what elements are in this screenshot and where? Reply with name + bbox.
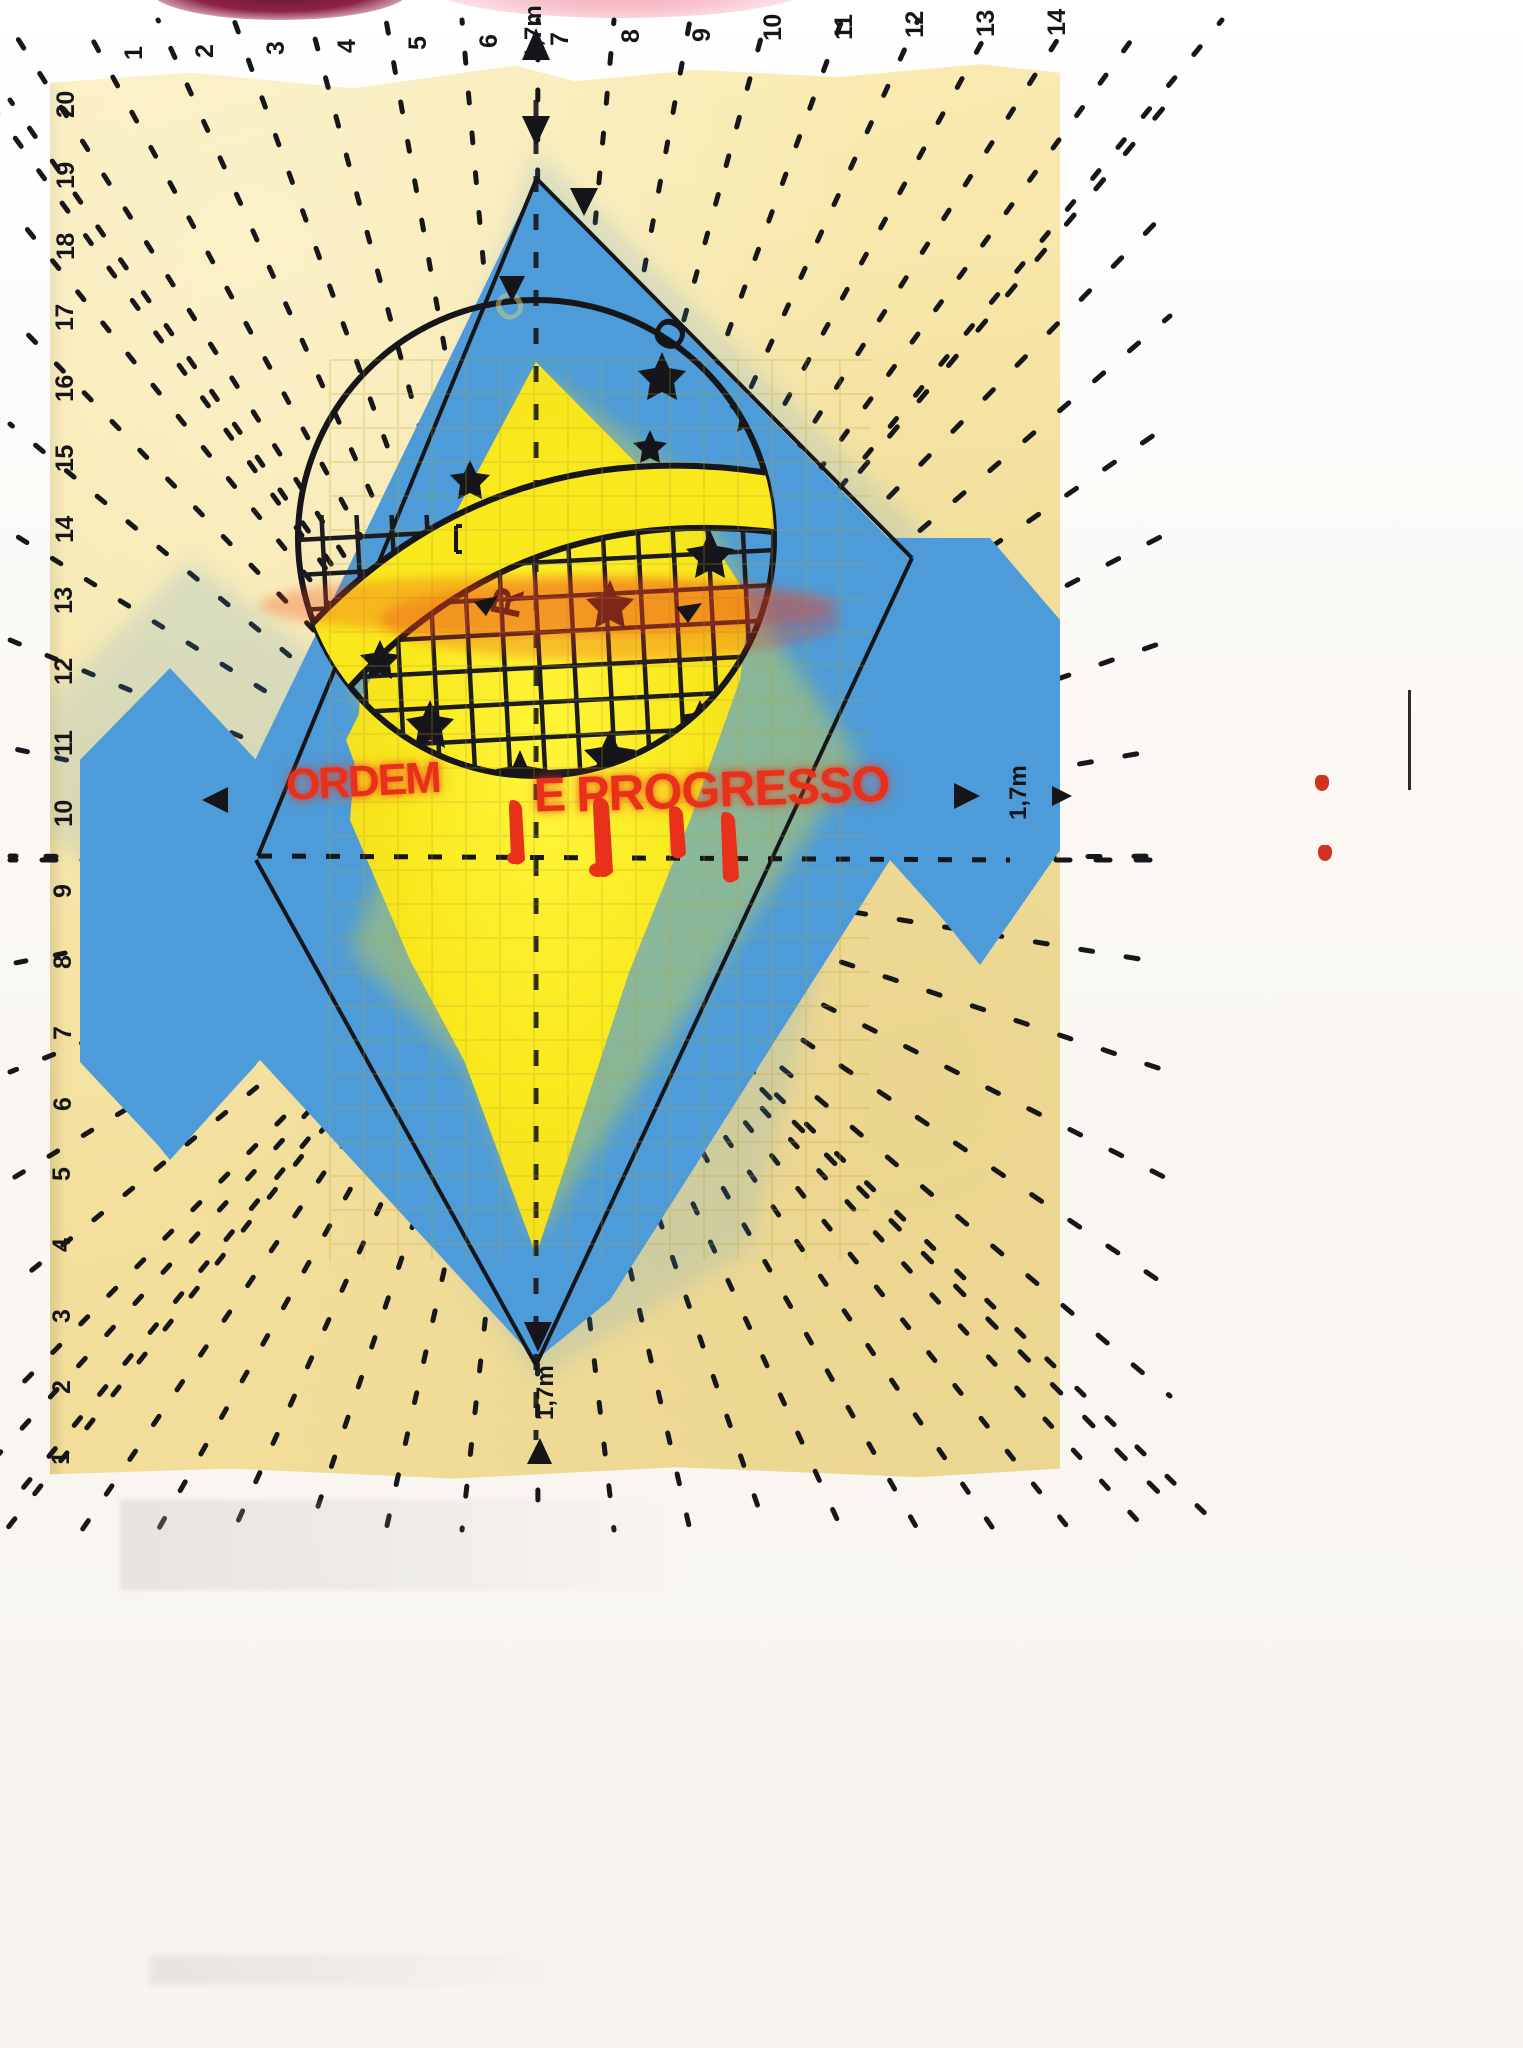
red-spray-dot-right-2 <box>1318 845 1332 861</box>
top-tick-7: 7 <box>546 32 574 46</box>
left-tick-16: 16 <box>51 374 79 402</box>
left-tick-12: 12 <box>50 658 78 686</box>
graffiti-ordem: ORDEM <box>284 753 441 810</box>
top-tick-10: 10 <box>759 13 787 41</box>
left-tick-5: 5 <box>48 1168 77 1182</box>
left-tick-10: 10 <box>49 800 78 827</box>
dimension-label-bottom: 1,7m <box>532 1365 559 1420</box>
dimension-label-top: 1,7m <box>520 5 547 60</box>
bottom-smudge-2 <box>150 1955 570 1985</box>
left-tick-4: 4 <box>48 1238 76 1253</box>
left-tick-8: 8 <box>49 955 77 969</box>
red-spray-dot-right <box>1315 775 1329 791</box>
bottom-smudge <box>120 1500 680 1590</box>
graffiti-e: E <box>533 768 567 823</box>
top-tick-11: 11 <box>830 14 858 40</box>
left-tick-15: 15 <box>50 445 79 473</box>
top-tick-14: 14 <box>1043 9 1071 36</box>
top-tick-3: 3 <box>262 41 290 56</box>
top-tick-9: 9 <box>688 28 716 42</box>
top-tick-5: 5 <box>404 36 432 51</box>
left-tick-1: 1 <box>47 1451 76 1465</box>
graffiti-progresso: PROGRESSO <box>575 755 891 823</box>
left-tick-2: 2 <box>47 1380 76 1395</box>
left-tick-6: 6 <box>48 1097 77 1111</box>
left-tick-7: 7 <box>48 1026 77 1040</box>
photo-top-smudge-pink <box>430 0 810 18</box>
left-tick-9: 9 <box>49 884 78 898</box>
left-tick-11: 11 <box>49 730 78 757</box>
flag-composition: O R O <box>50 100 1060 1440</box>
left-tick-17: 17 <box>51 303 80 331</box>
top-tick-4: 4 <box>333 39 361 53</box>
photo-top-smudge-dark <box>150 0 410 20</box>
top-tick-13: 13 <box>972 10 1000 38</box>
left-tick-14: 14 <box>50 516 79 544</box>
center-bracket-mark <box>454 524 462 554</box>
top-tick-6: 6 <box>475 34 503 48</box>
dimension-label-right: 1,7m <box>1005 765 1032 820</box>
fine-graph-grid <box>329 359 870 1260</box>
top-tick-8: 8 <box>617 29 645 44</box>
left-tick-18: 18 <box>51 232 80 260</box>
left-tick-13: 13 <box>50 587 79 615</box>
top-tick-2: 2 <box>191 44 219 58</box>
left-tick-19: 19 <box>51 162 80 189</box>
left-tick-3: 3 <box>47 1309 76 1324</box>
top-tick-12: 12 <box>901 11 929 39</box>
left-tick-20: 20 <box>52 91 80 118</box>
right-margin-line <box>1408 690 1411 790</box>
top-tick-1: 1 <box>120 46 148 60</box>
